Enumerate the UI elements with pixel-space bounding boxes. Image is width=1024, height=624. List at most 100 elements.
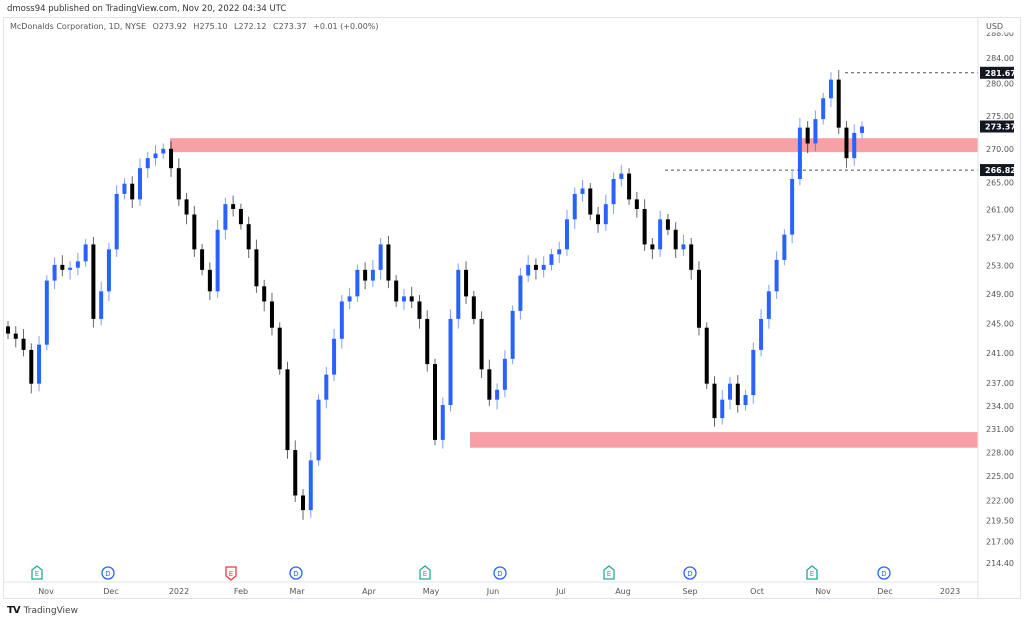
time-axis[interactable]: Nov Dec 2022 Feb Mar Apr May Jun Jul Aug Sep Oct Nov… (38, 587, 960, 596)
candle-body (192, 214, 197, 250)
candle-body (339, 301, 344, 339)
candle-body (378, 244, 383, 270)
price-axis[interactable]: 288.00 284.00 280.00 275.00 270.00 265.00 261.… (986, 29, 1014, 568)
dividend-event-icon[interactable]: D (877, 566, 891, 580)
candle (860, 121, 864, 139)
candle (106, 242, 111, 302)
last-price-label-bg (980, 120, 1014, 133)
recent-low-price-label-text: 266.82 (985, 166, 1016, 175)
recent-low-price-label: 266.82 (980, 164, 1016, 177)
candle (596, 206, 601, 233)
candle (99, 281, 104, 326)
symbol-name: McDonalds Corporation, 1D, NYSE (10, 22, 147, 31)
price-tick-label: 284.00 (986, 54, 1014, 63)
dividend-event-icon[interactable]: D (289, 566, 303, 580)
support-resistance-zone[interactable] (170, 138, 978, 153)
candle-body (860, 126, 864, 133)
candle-body (21, 338, 26, 350)
price-tick-label: 217.00 (986, 537, 1014, 546)
candle (611, 172, 616, 214)
candle-body (836, 79, 841, 128)
event-shape (289, 566, 303, 580)
candle-body (696, 269, 701, 328)
price-tick-label: 253.00 (986, 262, 1014, 271)
time-tick-label: Jul (555, 587, 566, 596)
candle-body (316, 399, 321, 461)
earnings-event-icon[interactable]: E (225, 566, 237, 581)
candle (782, 229, 787, 266)
candle (184, 192, 189, 225)
support-resistance-zone[interactable] (470, 432, 978, 448)
candle-body (161, 148, 166, 154)
candle-body (805, 127, 810, 144)
candle-body (797, 127, 802, 179)
earnings-event-icon[interactable]: E (419, 565, 431, 580)
candle (844, 121, 849, 168)
candle (316, 394, 321, 466)
candle (68, 261, 73, 280)
candle (526, 255, 531, 283)
earnings-event-icon[interactable]: E (603, 565, 615, 580)
candle-body (448, 318, 453, 406)
candle-body (510, 310, 515, 359)
candle-body (665, 219, 670, 230)
candle-body (813, 119, 818, 144)
candle (619, 164, 624, 187)
price-tick-label: 249.00 (986, 290, 1014, 299)
candle-body (6, 326, 10, 334)
candle (363, 262, 368, 290)
footer-brand[interactable]: TV TradingView (7, 605, 78, 616)
candle (495, 383, 500, 410)
candle-body (844, 127, 849, 159)
price-tick-label: 219.50 (986, 517, 1014, 526)
candle-body (759, 318, 764, 350)
time-tick-label: May (423, 587, 440, 596)
earnings-event-icon[interactable]: E (806, 565, 818, 580)
candle (409, 286, 414, 308)
candle-body (828, 79, 833, 99)
price-tick-label: 270.00 (986, 145, 1014, 154)
ohlc-open: O273.92 (152, 22, 187, 31)
candle (293, 440, 298, 502)
price-tick-label: 237.00 (986, 379, 1014, 388)
candle (487, 359, 492, 407)
candle (114, 185, 119, 257)
candle-body (37, 344, 42, 384)
time-tick-label: Dec (877, 587, 892, 596)
candle-body (223, 204, 228, 230)
event-shape (493, 566, 507, 580)
candle (21, 329, 26, 357)
candle-body (720, 399, 725, 419)
time-tick-label: 2022 (169, 587, 189, 596)
time-tick-label: Jun (486, 587, 500, 596)
candle (215, 220, 220, 298)
dividend-event-icon[interactable]: D (683, 566, 697, 580)
candle-body (215, 229, 220, 292)
candle-body (743, 395, 748, 406)
candle-body (293, 450, 298, 496)
candle (37, 336, 42, 392)
candle (712, 376, 717, 427)
candle (673, 222, 678, 258)
candle (161, 143, 166, 159)
event-shape (806, 565, 818, 580)
candle-body (611, 178, 616, 205)
candle (728, 377, 733, 410)
dividend-event-icon[interactable]: D (493, 566, 507, 580)
event-letter: E (423, 570, 427, 578)
candle (813, 110, 818, 152)
dividend-event-icon[interactable]: D (101, 566, 115, 580)
candle (394, 275, 399, 307)
candle-body (580, 188, 585, 194)
candle-body (821, 98, 826, 120)
candle-body (533, 264, 538, 270)
candle (751, 342, 756, 404)
candle (6, 321, 10, 339)
earnings-event-icon[interactable]: E (31, 565, 43, 580)
candle (370, 260, 375, 288)
price-tick-label: 241.00 (986, 349, 1014, 358)
candle (130, 176, 135, 209)
event-shape (101, 566, 115, 580)
price-tick-label: 257.00 (986, 233, 1014, 242)
